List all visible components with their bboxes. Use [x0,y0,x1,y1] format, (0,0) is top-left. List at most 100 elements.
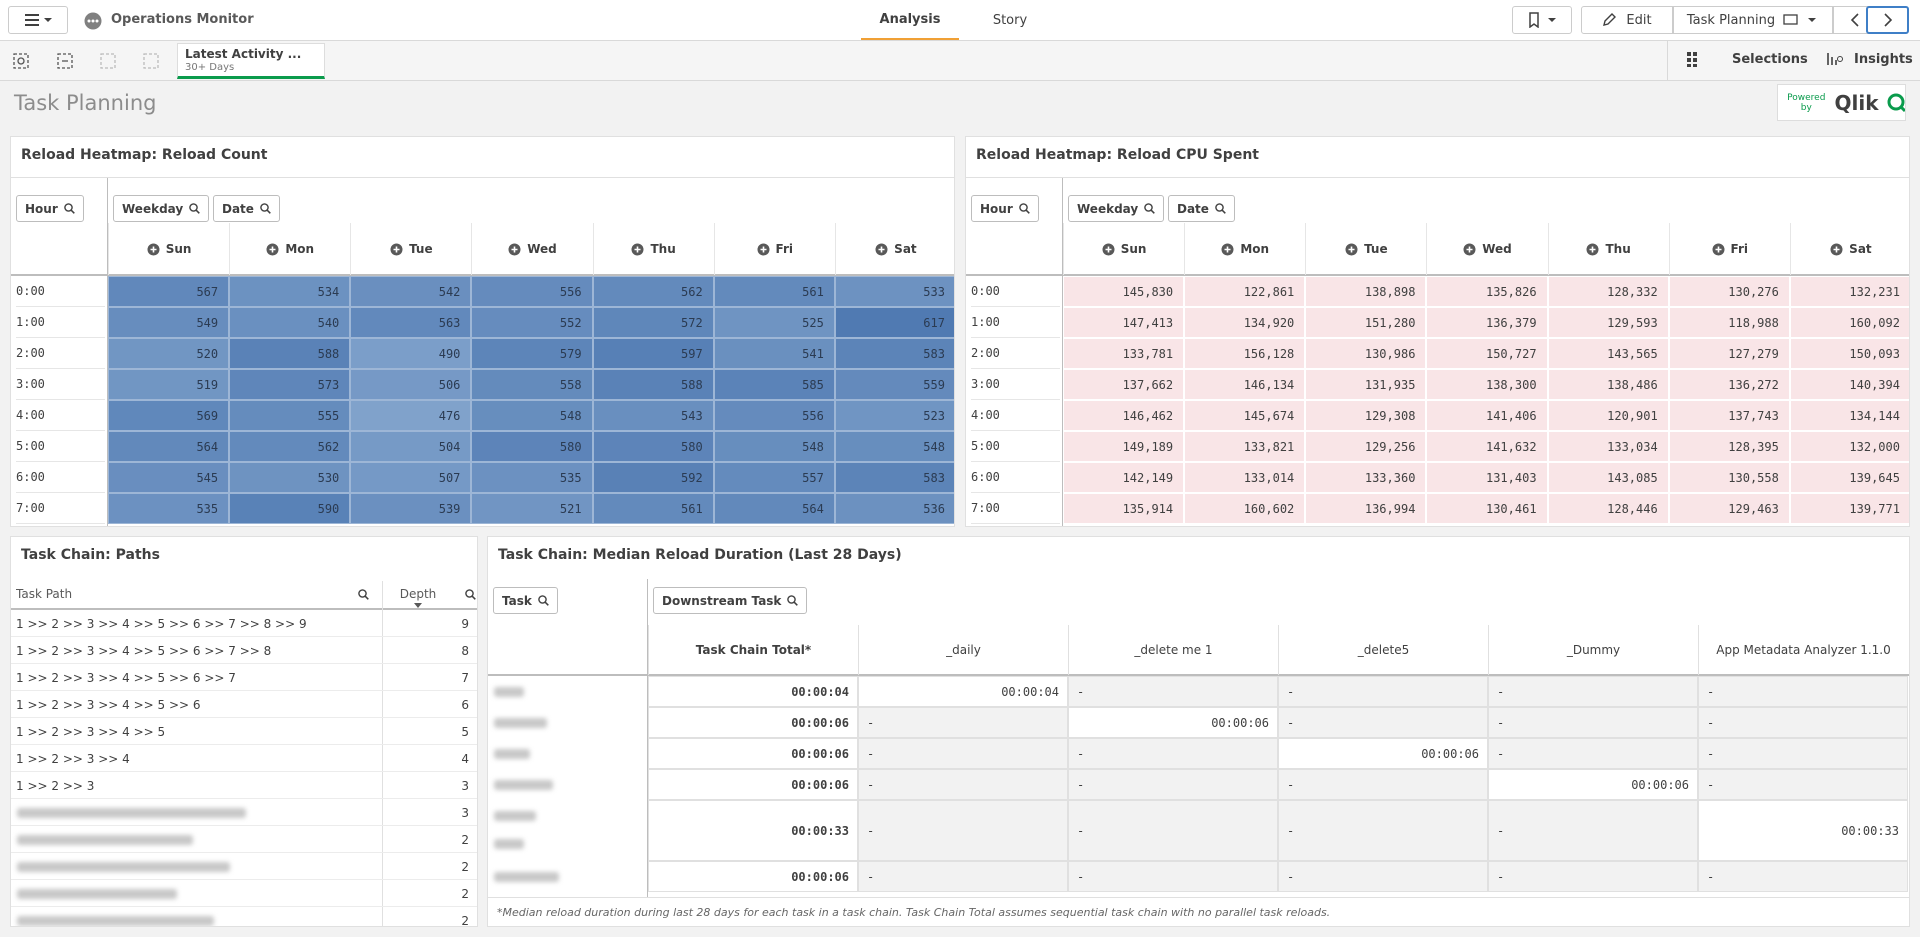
expand-icon[interactable] [875,243,888,256]
expand-icon[interactable] [1345,243,1358,256]
bookmark-button[interactable] [1512,6,1572,34]
redacted-text [494,780,553,790]
sheet-button[interactable]: Task Planning [1673,6,1833,34]
heatmap-cell: 507 [350,462,472,493]
duration-cell: 00:00:04 [858,676,1068,707]
redacted-text [17,835,193,845]
filter-button[interactable]: Hour [971,195,1039,222]
heatmap-cell: 504 [350,431,472,462]
duration-cell: - [1698,738,1908,769]
expand-icon[interactable] [757,243,770,256]
menu-button[interactable] [8,6,68,34]
duration-cell: - [1068,861,1278,892]
filter-button[interactable]: Weekday [1068,195,1165,222]
expand-icon[interactable] [631,243,644,256]
column-label: Wed [1482,242,1512,256]
footnote-rule [488,897,1909,898]
row-rule [11,663,477,664]
search-icon [63,203,75,214]
heatmap-cell: 138,300 [1426,369,1548,400]
filter-button[interactable]: Date [213,195,280,222]
heatmap-cell: 131,935 [1305,369,1427,400]
expand-icon[interactable] [1221,243,1234,256]
heatmap-cell: 133,014 [1184,462,1306,493]
edit-button[interactable]: Edit [1581,6,1673,34]
chain-total: 00:00:06 [648,769,858,800]
expand-icon[interactable] [1830,243,1843,256]
duration-cell: - [858,769,1068,800]
redacted-text [494,839,524,849]
expand-icon[interactable] [390,243,403,256]
depth: 2 [461,886,469,901]
row-label: 5:00 [971,431,1060,462]
filter-button[interactable]: Hour [16,195,84,222]
duration-cell: - [1698,676,1908,707]
next-sheet[interactable] [1866,6,1909,34]
reload-count-heatmap: Reload Heatmap: Reload Count Hour Weekday D… [10,136,955,527]
search-icon[interactable] [465,589,477,601]
expand-icon[interactable] [1712,243,1725,256]
filter-button[interactable]: Date [1168,195,1235,222]
heatmap-cell: 136,994 [1305,493,1427,524]
selections-button[interactable]: Selections [1686,51,1808,67]
expand-icon[interactable] [1102,243,1115,256]
heatmap-cell: 137,662 [1063,369,1185,400]
column-header: Mon [1184,223,1305,275]
search-icon[interactable] [358,589,370,601]
expand-icon[interactable] [147,243,160,256]
expand-icon[interactable] [1586,243,1599,256]
search-icon [1144,203,1156,214]
row-rule [11,852,477,853]
expand-icon[interactable] [266,243,279,256]
duration-cell: - [858,800,1068,861]
duration-cell: - [1698,861,1908,892]
heatmap-cell: 540 [229,307,351,338]
brand-icon [1887,93,1905,112]
tab-analysis[interactable]: Analysis [861,0,959,40]
heatmap-cell: 521 [471,493,593,524]
heatmap-cell: 569 [108,400,230,431]
duration-cell: - [858,738,1068,769]
filter-label: Hour [25,201,58,216]
heatmap-cell: 548 [713,431,835,462]
task-path: 1 >> 2 >> 3 >> 4 >> 5 >> 6 [16,697,201,712]
tab-story[interactable]: Story [992,12,1028,28]
heatmap-cell: 130,276 [1668,276,1790,307]
heatmap-cell: 135,914 [1063,493,1185,524]
redacted-text [494,718,547,728]
heatmap-cell: 548 [834,431,954,462]
column-header: _delete me 1 [1068,625,1278,675]
insights-button[interactable]: Insights [1826,51,1913,67]
insights-icon [1827,53,1843,65]
row-label: 3:00 [971,369,1060,400]
heatmap-cell: 130,461 [1426,493,1548,524]
row-rule [11,717,477,718]
column-label: Sat [1849,242,1872,256]
task-path: 1 >> 2 >> 3 >> 4 >> 5 >> 6 >> 7 >> 8 [16,643,272,658]
column-label: Thu [650,242,676,256]
heatmap-cell: 141,632 [1426,431,1548,462]
column-header[interactable]: Depth [399,587,437,601]
heatmap-cell: 525 [713,307,835,338]
task-path: 1 >> 2 >> 3 >> 4 >> 5 >> 6 >> 7 [16,670,236,685]
expand-icon[interactable] [1463,243,1476,256]
heatmap-cell: 149,189 [1063,431,1185,462]
heatmap-cell: 120,901 [1547,400,1669,431]
row-label: 0:00 [16,276,105,307]
heatmap-cell: 585 [713,369,835,400]
heatmap-cell: 143,085 [1547,462,1669,493]
column-header: Sun [108,223,229,275]
heatmap-cell: 536 [834,493,954,524]
filter-button[interactable]: Weekday [113,195,210,222]
heatmap-cell: 476 [350,400,472,431]
duration-cell: - [1068,769,1278,800]
column-header[interactable]: Task Path [16,587,73,601]
heatmap-cell: 133,360 [1305,462,1427,493]
filter-button[interactable]: Task [493,587,558,614]
expand-icon[interactable] [508,243,521,256]
heatmap-cell: 128,395 [1668,431,1790,462]
heatmap-cell: 490 [350,338,472,369]
selection-chip[interactable]: Latest Activity ... 30+ Days [177,43,325,79]
filter-button[interactable]: Downstream Task [653,587,808,614]
column-header: Fri [713,223,835,275]
